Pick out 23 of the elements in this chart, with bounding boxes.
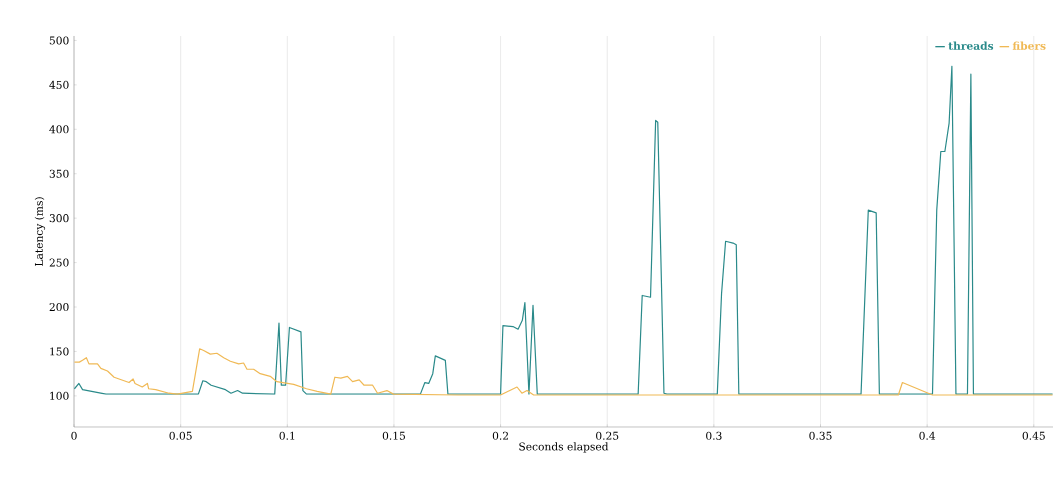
x-tick-label: 0.1: [279, 431, 295, 440]
x-tick-label: 0.4: [919, 431, 936, 440]
legend-label: threads: [948, 41, 994, 50]
y-tick-label: 500: [49, 36, 69, 45]
y-tick-label: 200: [49, 302, 69, 312]
x-tick-label: 0.25: [596, 431, 619, 440]
legend-label: fibers: [1012, 41, 1046, 50]
y-tick-label: 300: [49, 214, 69, 223]
y-axis-title: Latency (ms): [34, 197, 46, 267]
y-tick-label: 150: [50, 347, 69, 356]
y-tick-label: 400: [49, 125, 69, 134]
x-axis-title: Seconds elapsed: [519, 442, 609, 453]
y-tick-label: 450: [49, 80, 69, 89]
x-tick-label: 0: [71, 431, 77, 440]
x-tick-label: 0.35: [809, 431, 832, 440]
y-tick-label: 100: [50, 391, 69, 400]
x-tick-label: 0.45: [1022, 431, 1045, 440]
x-tick-label: 0.3: [706, 431, 722, 440]
y-tick-label: 350: [49, 169, 69, 178]
x-tick-label: 0.2: [492, 431, 509, 440]
y-tick-label: 250: [49, 258, 69, 267]
x-tick-label: 0.15: [382, 431, 405, 440]
x-tick-label: 0.05: [169, 431, 192, 440]
